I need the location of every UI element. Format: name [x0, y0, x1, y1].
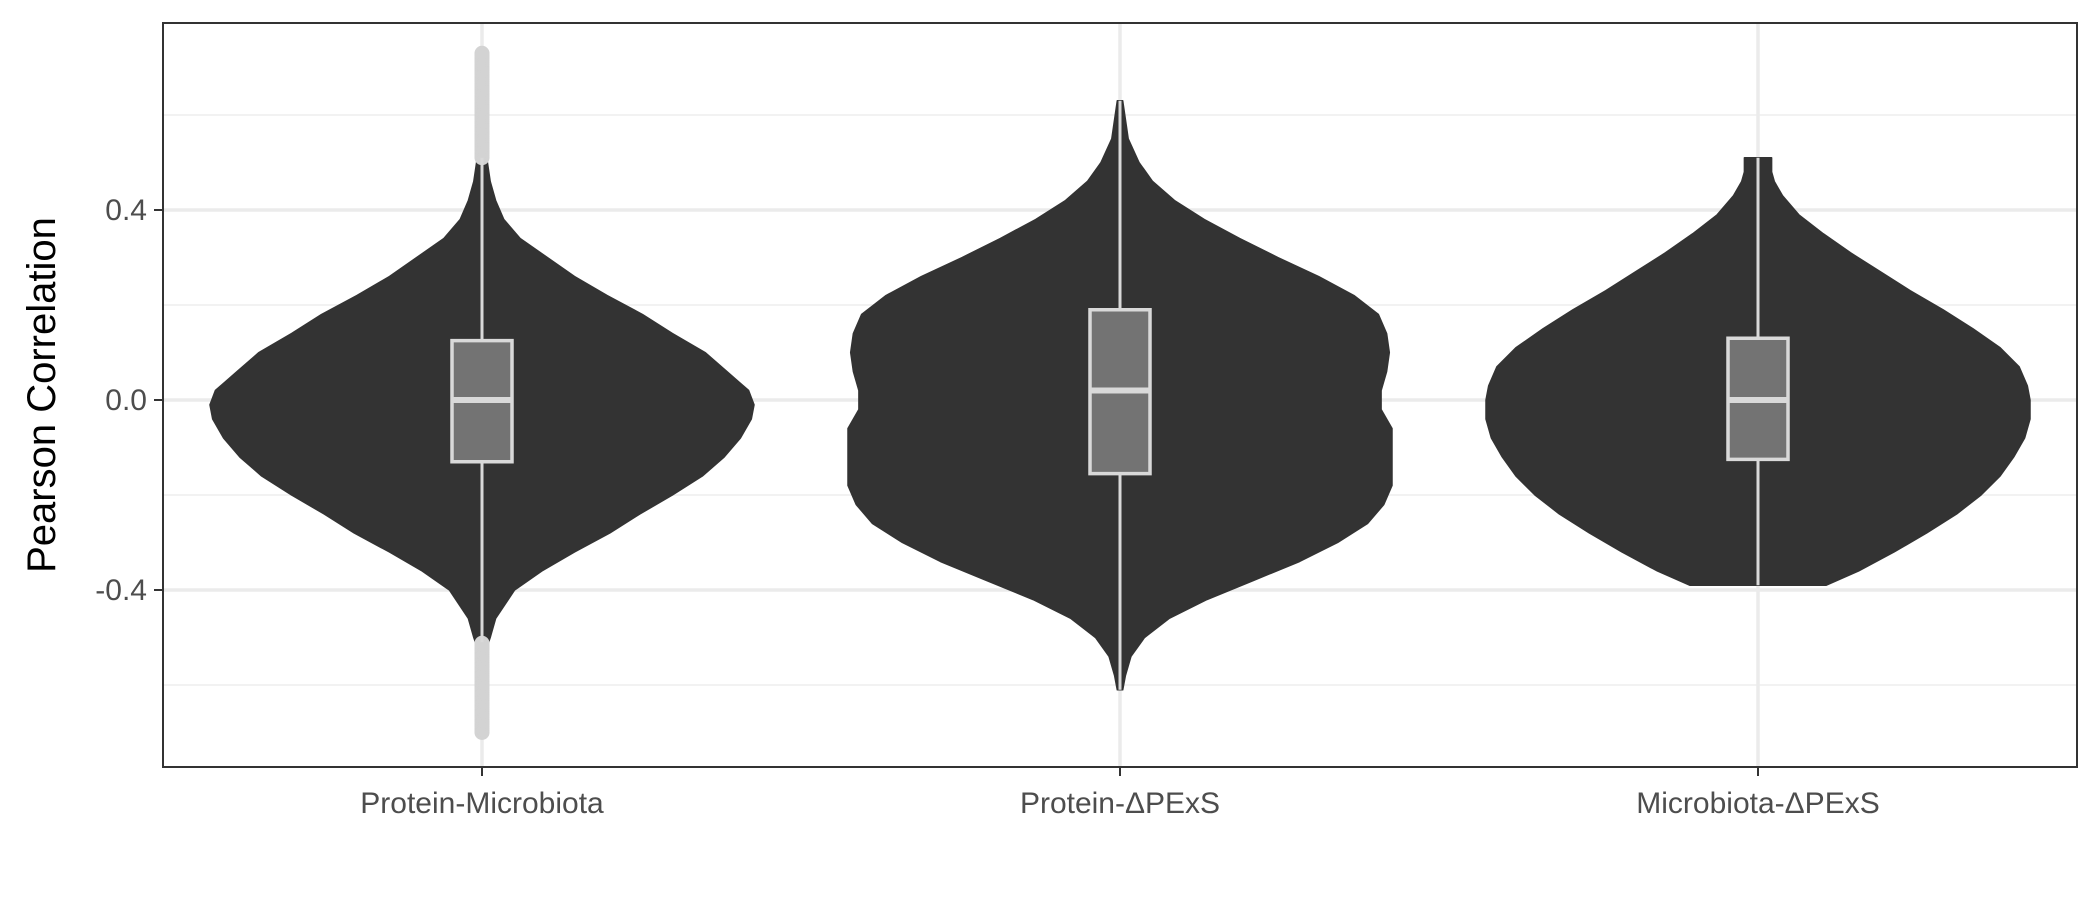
- tick-layer: -0.4 0.0 0.4 Protein-Microbiota Protein-ΔPEx…: [95, 194, 1879, 820]
- y-tick-label: -0.4: [95, 574, 147, 607]
- y-tick-label: 0.0: [105, 384, 147, 417]
- y-tick-label: 0.4: [105, 194, 147, 227]
- outlier-point: [474, 45, 490, 61]
- x-tick-label: Protein-Microbiota: [360, 787, 604, 820]
- x-tick-label: Microbiota-ΔPExS: [1636, 787, 1879, 820]
- y-axis-title: Pearson Correlation: [20, 217, 64, 573]
- x-tick-label: Protein-ΔPExS: [1020, 787, 1220, 820]
- box-layer: [450, 45, 1790, 740]
